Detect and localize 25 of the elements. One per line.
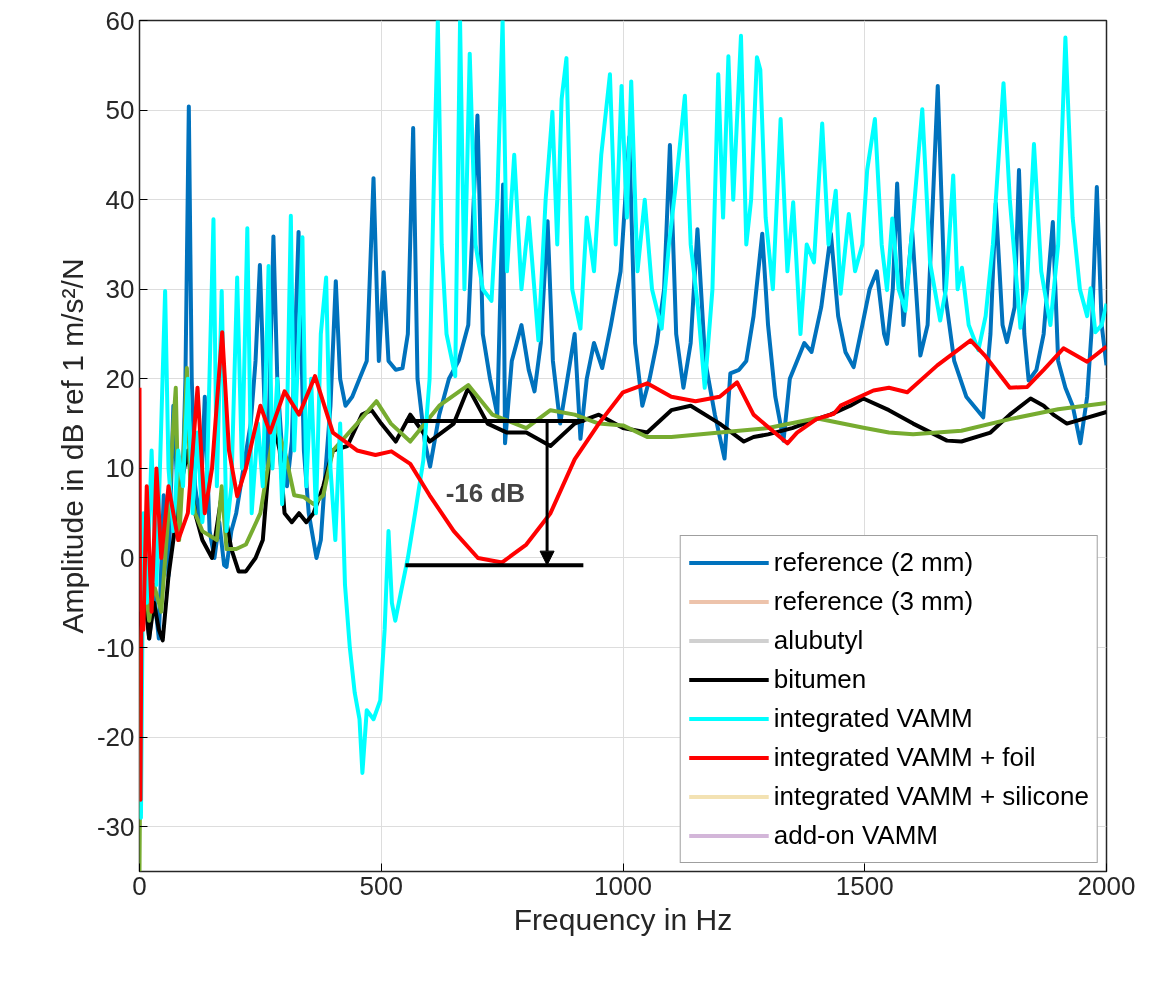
legend-label: alubutyl [773,624,864,657]
x-tick-label: 1500 [835,870,894,901]
legend-label: add-on VAMM [773,819,938,852]
y-tick-label: 20 [105,363,135,394]
y-tick-label: 30 [105,274,135,305]
y-axis-title: Amplitude in dB ref 1 m/s²/N [55,258,89,634]
legend-label: integrated VAMM + silicone [773,780,1089,813]
x-tick-label: 2000 [1077,870,1136,901]
y-tick-label: 0 [120,542,135,573]
annotation: -16 dB [445,478,526,509]
x-axis-title: Frequency in Hz [513,902,733,936]
legend-label: reference (3 mm) [773,585,974,618]
y-tick-label: 10 [105,453,135,484]
legend-label: reference (2 mm) [773,546,974,579]
x-tick-label: 1000 [594,870,652,901]
y-tick-label: -10 [96,632,135,663]
legend-label: integrated VAMM + foil [773,741,1036,774]
y-tick-label: -20 [96,722,135,753]
legend-label: bitumen [773,663,867,696]
y-tick-label: -30 [96,811,135,842]
y-tick-label: 50 [105,95,135,126]
x-tick-label: 500 [359,870,403,901]
y-tick-label: 40 [105,184,135,215]
y-tick-label: 60 [105,5,135,36]
legend-label: integrated VAMM [773,702,973,735]
